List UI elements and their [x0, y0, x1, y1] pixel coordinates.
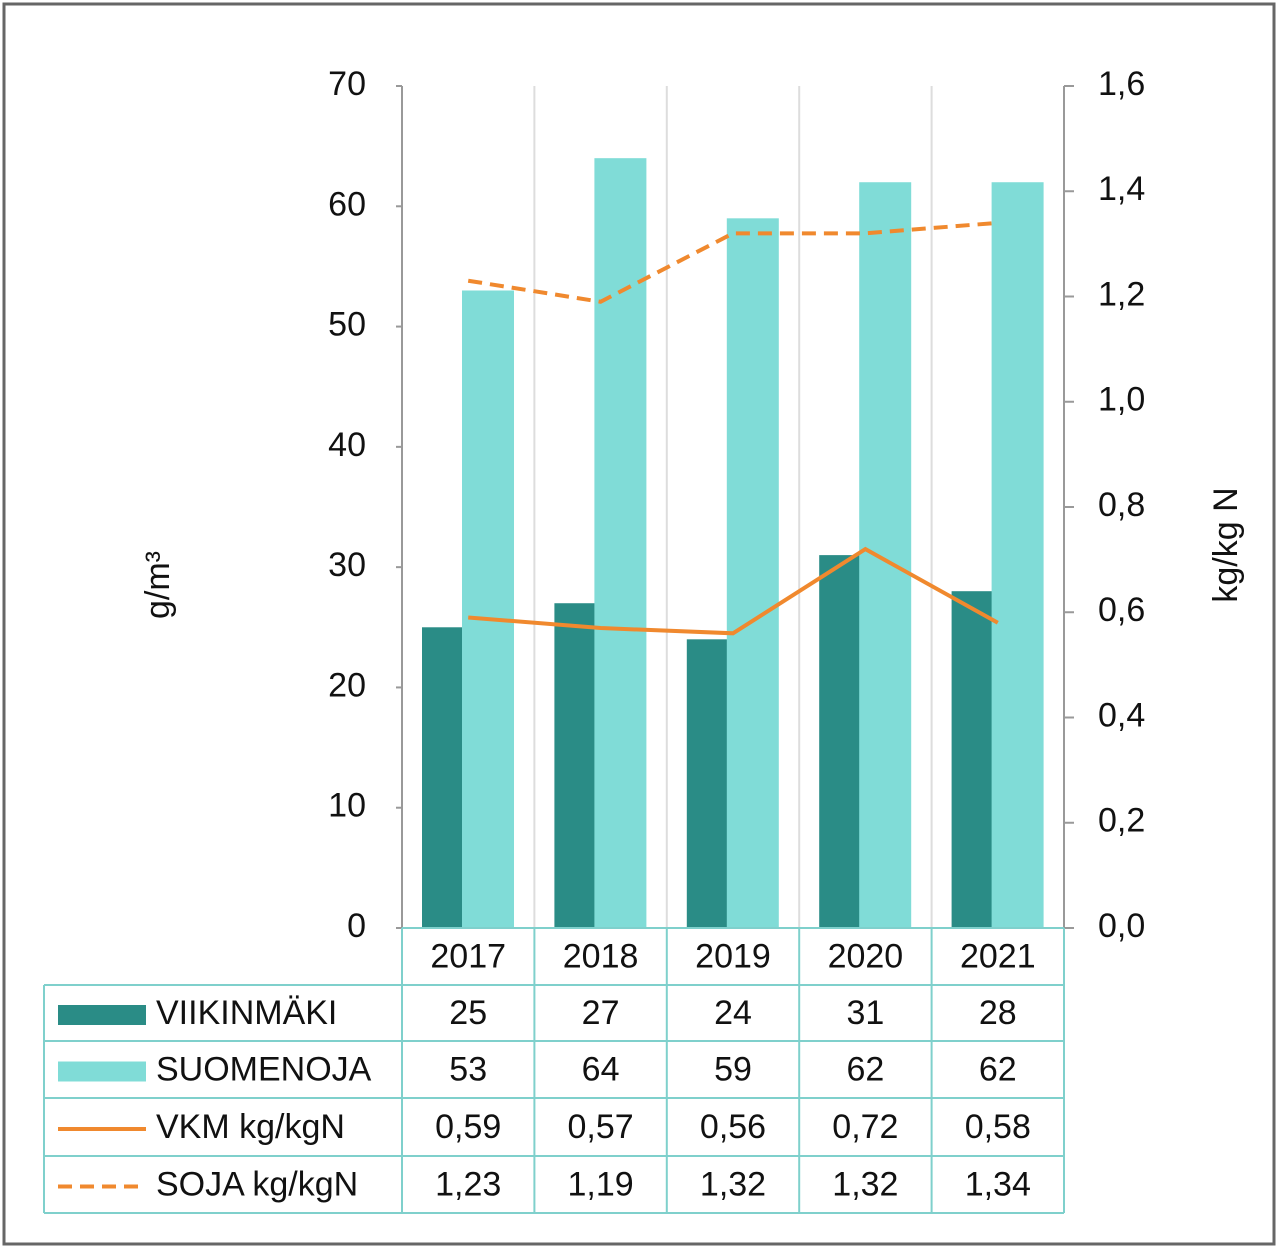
table-value: 1,19: [568, 1165, 634, 1203]
y-tick-label: 10: [328, 787, 366, 825]
table-value: 0,57: [568, 1108, 634, 1146]
y2-tick-label: 0,2: [1098, 802, 1145, 840]
y2-tick-label: 1,4: [1098, 170, 1145, 208]
x-tick-label: 2019: [695, 937, 771, 975]
table-value: 27: [582, 994, 620, 1032]
table-value: 24: [714, 994, 752, 1032]
bar: [859, 182, 912, 928]
legend-swatch: [58, 1005, 146, 1025]
table-value: 0,56: [700, 1108, 766, 1146]
y-tick-label: 30: [328, 546, 366, 584]
y2-tick-label: 0,0: [1098, 907, 1145, 945]
y2-tick-label: 1,2: [1098, 275, 1145, 313]
table-value: 1,32: [832, 1165, 898, 1203]
x-tick-label: 2020: [828, 937, 904, 975]
legend-swatch: [58, 1061, 146, 1082]
y-tick-label: 40: [328, 426, 366, 464]
y-tick-label: 20: [328, 666, 366, 704]
bar: [594, 158, 647, 928]
y2-tick-label: 0,6: [1098, 591, 1145, 629]
table-value: 25: [449, 994, 487, 1032]
y-axis-title: g/m³: [139, 551, 177, 619]
bar: [991, 182, 1044, 928]
table-value: 0,59: [435, 1108, 501, 1146]
table-value: 0,58: [965, 1108, 1031, 1146]
x-tick-label: 2017: [430, 937, 506, 975]
y-tick-label: 70: [328, 65, 366, 103]
y2-tick-label: 1,0: [1098, 381, 1145, 419]
table-value: 64: [582, 1050, 620, 1088]
table-value: 1,32: [700, 1165, 766, 1203]
y2-axis-title: kg/kg N: [1207, 487, 1245, 602]
line-series: [467, 220, 998, 304]
y-tick-label: 50: [328, 306, 366, 344]
legend-label: VIIKINMÄKI: [156, 994, 337, 1032]
bar: [726, 218, 779, 929]
table-value: 62: [846, 1050, 884, 1088]
x-tick-label: 2018: [563, 937, 639, 975]
bar: [462, 290, 514, 928]
legend-label: VKM kg/kgN: [156, 1108, 345, 1146]
y2-tick-label: 0,4: [1098, 696, 1145, 734]
table-value: 59: [714, 1050, 752, 1088]
table-value: 53: [449, 1050, 487, 1088]
legend-label: SOJA kg/kgN: [156, 1165, 358, 1203]
line-series: [468, 546, 999, 636]
y-tick-label: 60: [328, 185, 366, 223]
table-value: 31: [846, 994, 884, 1032]
table-value: 1,23: [435, 1165, 501, 1203]
y-tick-label: 0: [347, 907, 366, 945]
y2-tick-label: 1,6: [1098, 65, 1145, 103]
table-value: 28: [979, 994, 1017, 1032]
legend-label: SUOMENOJA: [156, 1050, 372, 1088]
x-tick-label: 2021: [960, 937, 1036, 975]
table-value: 62: [979, 1050, 1017, 1088]
table-value: 1,34: [965, 1165, 1031, 1203]
y2-tick-label: 0,8: [1098, 486, 1145, 524]
table-value: 0,72: [832, 1108, 898, 1146]
